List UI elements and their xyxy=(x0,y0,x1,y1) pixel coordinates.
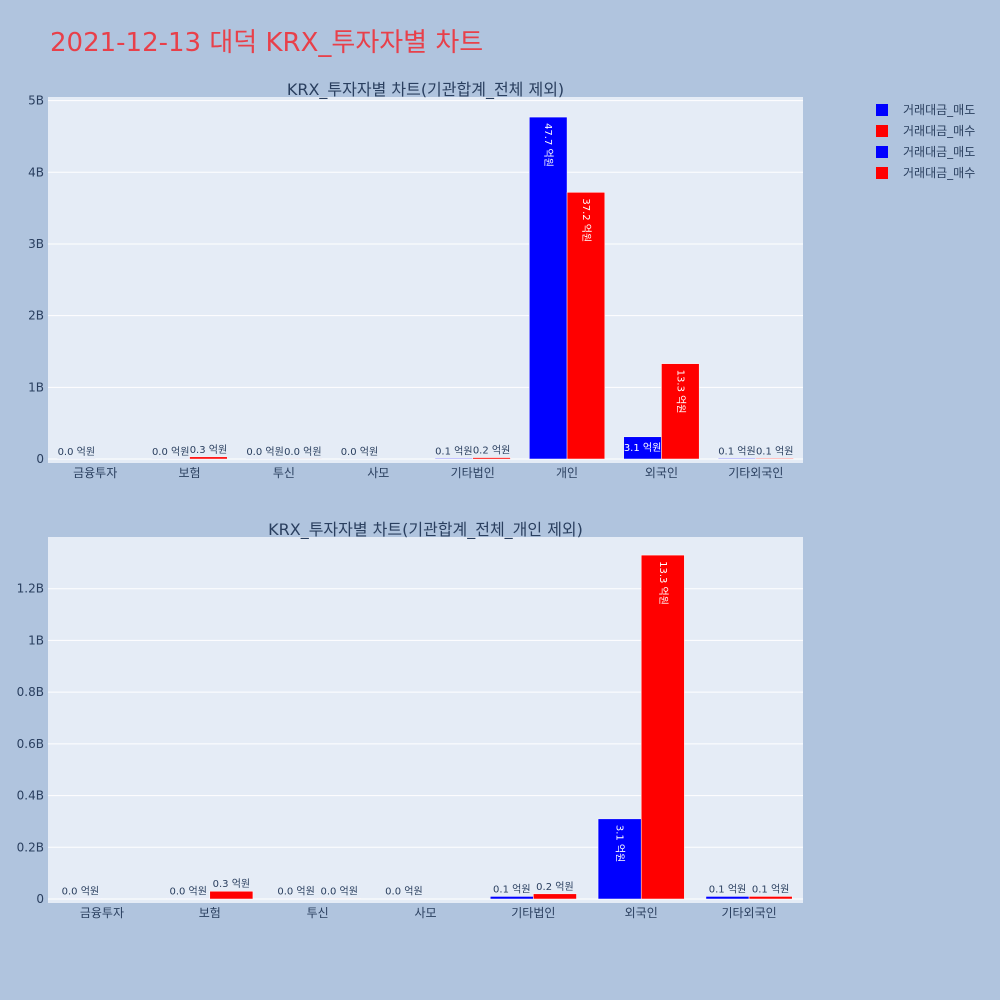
x-tick-label: 기타외국인 xyxy=(728,466,783,480)
y-tick-label: 0 xyxy=(36,452,44,466)
bar-buy xyxy=(661,363,700,460)
bar-sell xyxy=(717,458,757,460)
data-label: 0.0 억원 xyxy=(152,446,189,458)
plot-area xyxy=(48,537,803,903)
data-label: 0.0 억원 xyxy=(341,446,378,458)
x-tick-label: 사모 xyxy=(367,466,389,480)
bar-buy xyxy=(533,893,577,900)
x-tick-label: 개인 xyxy=(556,466,578,480)
chart-1: 0 1B 2B 3B 4B 5B KRX_투자자별 차트(기관합계_전체 제외) 금융투자 0.… xyxy=(28,80,803,480)
x-tick-label: 금융투자 xyxy=(80,906,124,920)
y-tick-label: 0.6B xyxy=(17,737,44,751)
y-tick-label: 0.2B xyxy=(17,840,44,854)
y-tick-label: 2B xyxy=(28,309,44,323)
bar-sell xyxy=(529,116,568,460)
legend-swatch[interactable] xyxy=(876,104,888,116)
data-label: 0.0 억원 xyxy=(385,885,422,897)
y-tick-label: 1B xyxy=(28,380,44,394)
bar-buy xyxy=(748,896,793,900)
bar-buy xyxy=(189,456,228,460)
data-label: 0.0 억원 xyxy=(277,885,314,897)
x-tick-label: 기타법인 xyxy=(451,466,495,480)
y-tick-label: 0.4B xyxy=(17,789,44,803)
x-tick-label: 금융투자 xyxy=(73,466,117,480)
x-tick-label: 보험 xyxy=(179,466,201,480)
y-tick-label: 3B xyxy=(28,237,44,251)
x-tick-label: 외국인 xyxy=(625,906,658,920)
bar-buy xyxy=(755,458,794,460)
data-label: 0.0 억원 xyxy=(320,885,357,897)
legend-swatch[interactable] xyxy=(876,167,888,179)
x-tick-label: 기타법인 xyxy=(511,906,555,920)
data-label: 3.1 억원 xyxy=(614,825,626,862)
legend-label[interactable]: 거래대금_매수 xyxy=(903,166,975,180)
data-label: 0.1 억원 xyxy=(709,883,746,895)
y-tick-label: 5B xyxy=(28,94,44,108)
bar-sell xyxy=(489,896,534,900)
data-label: 0.1 억원 xyxy=(435,445,472,457)
data-label: 0.2 억원 xyxy=(473,445,510,457)
data-label: 0.0 억원 xyxy=(169,885,206,897)
data-label: 0.1 억원 xyxy=(752,883,789,895)
data-label: 3.1 억원 xyxy=(624,442,661,454)
legend-label[interactable]: 거래대금_매수 xyxy=(903,124,975,138)
y-tick-label: 4B xyxy=(28,165,44,179)
data-label: 0.0 억원 xyxy=(58,446,95,458)
data-label: 0.2 억원 xyxy=(536,881,573,893)
data-label: 37.2 억원 xyxy=(580,198,592,242)
bar-buy xyxy=(317,898,362,900)
chart-title: KRX_투자자별 차트(기관합계_전체 제외) xyxy=(287,80,564,100)
bar-sell xyxy=(274,898,318,900)
data-label: 0.0 억원 xyxy=(246,446,283,458)
y-tick-label: 1.2B xyxy=(17,582,44,596)
bar-sell xyxy=(597,818,642,900)
y-tick-label: 0 xyxy=(36,892,44,906)
bar-buy xyxy=(209,890,254,900)
bar-sell xyxy=(705,896,750,900)
x-tick-label: 기타외국인 xyxy=(721,906,776,920)
legend-swatch[interactable] xyxy=(876,125,888,137)
bar-sell xyxy=(382,898,426,900)
x-tick-label: 보험 xyxy=(199,906,221,920)
x-tick-label: 외국인 xyxy=(645,466,678,480)
data-label: 0.0 억원 xyxy=(284,446,321,458)
data-label: 0.1 억원 xyxy=(756,445,793,457)
bar-sell xyxy=(58,898,103,900)
bar-buy xyxy=(566,192,606,460)
data-label: 47.7 억원 xyxy=(542,123,554,167)
data-label: 13.3 억원 xyxy=(674,370,686,414)
bar-buy xyxy=(640,554,685,900)
bar-buy xyxy=(472,457,511,460)
data-label: 0.3 억원 xyxy=(213,878,250,890)
data-label: 13.3 억원 xyxy=(657,561,669,605)
y-tick-label: 1B xyxy=(28,633,44,647)
page-title: 2021-12-13 대덕 KRX_투자자별 차트 xyxy=(50,28,484,58)
x-tick-label: 투신 xyxy=(307,906,329,920)
y-tick-label: 0.8B xyxy=(17,685,44,699)
legend-swatch[interactable] xyxy=(876,146,888,158)
data-label: 0.1 억원 xyxy=(493,883,530,895)
bar-sell xyxy=(434,458,473,460)
x-tick-label: 투신 xyxy=(273,466,295,480)
data-label: 0.3 억원 xyxy=(190,444,227,456)
bar-sell xyxy=(166,898,211,900)
data-label: 0.1 억원 xyxy=(718,445,755,457)
chart-2: 0 0.2B 0.4B 0.6B 0.8B 1B 1.2B KRX_투자자별 차트(기관합계_… xyxy=(17,520,803,920)
chart-title: KRX_투자자별 차트(기관합계_전체_개인 제외) xyxy=(268,520,583,540)
data-label: 0.0 억원 xyxy=(62,885,99,897)
legend-label[interactable]: 거래대금_매도 xyxy=(903,103,975,117)
x-tick-label: 사모 xyxy=(414,906,436,920)
legend-label[interactable]: 거래대금_매도 xyxy=(903,145,975,159)
